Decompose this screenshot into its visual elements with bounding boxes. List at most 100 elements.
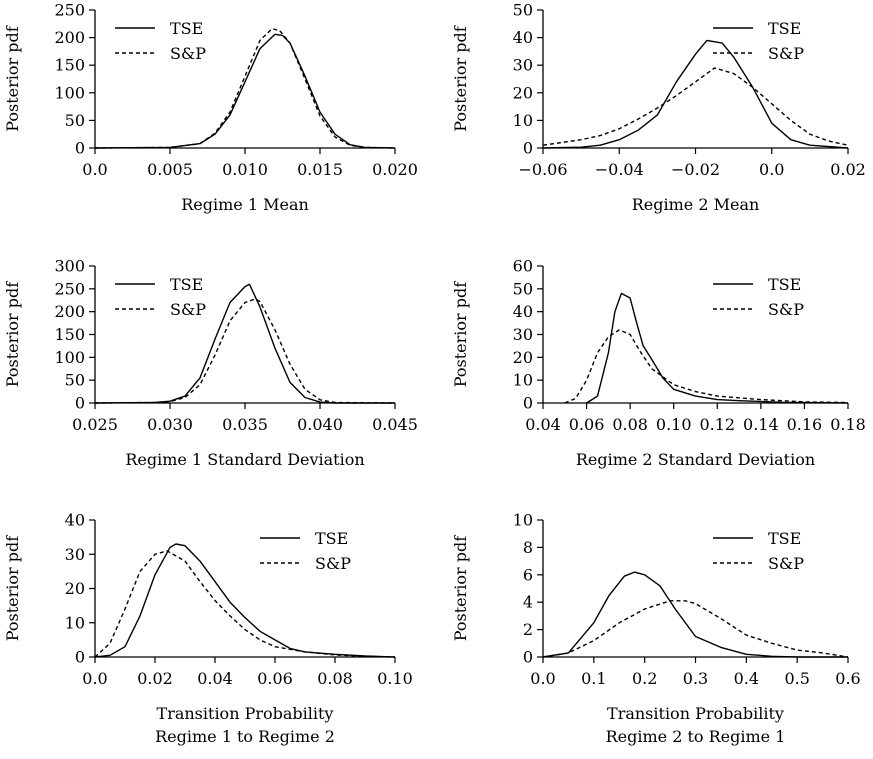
series-line-sp (94, 298, 396, 404)
legend-label-sp: S&P (768, 300, 804, 319)
x-tick-label: 0.08 (317, 669, 353, 688)
x-tick-label: 0.025 (72, 415, 118, 434)
x-tick-label: 0.010 (222, 160, 268, 179)
x-tick-label: 0.14 (743, 415, 779, 434)
legend-label-sp: S&P (315, 554, 351, 573)
x-tick-label: 0.08 (612, 415, 648, 434)
y-tick-label: 6 (523, 565, 533, 584)
x-axis-label: Regime 1 Mean (181, 195, 309, 214)
x-tick-label: 0.3 (683, 669, 708, 688)
legend-label-tse: TSE (315, 529, 348, 548)
y-tick-label: 0 (75, 648, 85, 667)
x-tick-label: 0.0 (82, 669, 107, 688)
series-line-sp (542, 67, 849, 146)
chart-panel-2: 0 10 20 30 40 50 −0.06 −0.04 −0.02 0.0 0.02 Posteri… (451, 1, 866, 215)
series-line-tse (94, 283, 395, 404)
x-tick-label: 0.18 (830, 415, 866, 434)
y-tick-label: 150 (54, 325, 85, 344)
y-tick-label: 100 (54, 348, 85, 367)
y-tick-label: 50 (513, 1, 533, 20)
legend-label-sp: S&P (768, 44, 804, 63)
series-line-sp (94, 28, 396, 149)
x-tick-label: 0.04 (525, 415, 561, 434)
y-tick-label: 8 (523, 538, 533, 557)
x-tick-label: 0.020 (372, 160, 418, 179)
x-tick-label: −0.06 (518, 160, 567, 179)
y-tick-label: 60 (513, 257, 533, 276)
y-tick-label: 0 (75, 139, 85, 158)
y-tick-label: 20 (65, 579, 85, 598)
series-line-sp (564, 329, 849, 404)
y-axis-label: Posterior pdf (451, 535, 470, 641)
y-tick-label: 250 (54, 279, 85, 298)
y-tick-label: 20 (513, 348, 533, 367)
y-tick-label: 10 (65, 613, 85, 632)
x-tick-label: 0.4 (734, 669, 759, 688)
y-tick-label: 10 (513, 111, 533, 130)
legend-label-tse: TSE (170, 275, 203, 294)
y-tick-label: 0 (75, 394, 85, 413)
y-tick-label: 40 (65, 511, 85, 530)
x-tick-label: 0.12 (699, 415, 735, 434)
y-tick-label: 50 (513, 279, 533, 298)
x-tick-label: 0.02 (137, 669, 173, 688)
series-line-sp (542, 600, 849, 658)
y-tick-label: 200 (54, 302, 85, 321)
chart-panel-6: 0 2 4 6 8 10 0.0 0.1 0.2 0.3 0.4 0.5 0.6 Posterior pd… (451, 511, 861, 747)
y-tick-label: 50 (65, 111, 85, 130)
y-tick-label: 30 (65, 545, 85, 564)
y-axis-label: Posterior pdf (3, 281, 22, 387)
x-tick-label: 0.0 (82, 160, 107, 179)
y-tick-label: 4 (523, 593, 533, 612)
x-axis-label: Transition Probability (157, 704, 334, 723)
y-tick-label: 150 (54, 56, 85, 75)
x-axis-label: Regime 2 Standard Deviation (576, 450, 815, 469)
x-axis-label: Regime 1 to Regime 2 (155, 727, 335, 746)
x-tick-label: −0.04 (595, 160, 644, 179)
legend-label-tse: TSE (768, 275, 801, 294)
x-axis-label: Regime 2 Mean (632, 195, 760, 214)
y-tick-label: 30 (513, 325, 533, 344)
x-tick-label: 0.005 (147, 160, 193, 179)
y-axis-label: Posterior pdf (3, 25, 22, 131)
y-tick-label: 300 (54, 257, 85, 276)
x-tick-label: 0.5 (784, 669, 809, 688)
legend-label-sp: S&P (170, 300, 206, 319)
x-axis-label: Transition Probability (607, 704, 784, 723)
x-tick-label: 0.16 (787, 415, 823, 434)
x-tick-label: 0.6 (835, 669, 860, 688)
legend-label-sp: S&P (170, 44, 206, 63)
legend-label-sp: S&P (768, 554, 804, 573)
x-tick-label: 0.06 (257, 669, 293, 688)
x-tick-label: −0.02 (671, 160, 720, 179)
legend-label-tse: TSE (170, 19, 203, 38)
legend-label-tse: TSE (768, 529, 801, 548)
y-axis-label: Posterior pdf (3, 535, 22, 641)
x-tick-label: 0.1 (581, 669, 606, 688)
y-tick-label: 200 (54, 28, 85, 47)
x-tick-label: 0.10 (377, 669, 413, 688)
y-tick-label: 250 (54, 1, 85, 20)
y-tick-label: 40 (513, 28, 533, 47)
y-tick-label: 40 (513, 302, 533, 321)
y-tick-label: 20 (513, 83, 533, 102)
series-line-tse (542, 571, 848, 658)
x-tick-label: 0.0 (530, 669, 555, 688)
x-tick-label: 0.02 (830, 160, 866, 179)
series-line-tse (94, 33, 396, 149)
x-tick-label: 0.035 (222, 415, 268, 434)
x-tick-label: 0.0 (759, 160, 784, 179)
y-tick-label: 100 (54, 83, 85, 102)
chart-panel-5: 0 10 20 30 40 0.0 0.02 0.04 0.06 0.08 0.10 Posterio… (3, 511, 413, 747)
y-tick-label: 0 (523, 648, 533, 667)
y-tick-label: 2 (523, 620, 533, 639)
x-tick-label: 0.045 (372, 415, 418, 434)
x-tick-label: 0.040 (297, 415, 343, 434)
y-tick-label: 50 (65, 371, 85, 390)
y-tick-label: 10 (513, 371, 533, 390)
chart-panel-4: 0 10 20 30 40 50 60 0.04 0.06 0.08 0.10 0.12 0.14 0.1… (451, 257, 866, 470)
series-line-sp (94, 550, 396, 658)
y-axis-label: Posterior pdf (451, 281, 470, 387)
x-axis-label: Regime 2 to Regime 1 (606, 727, 786, 746)
